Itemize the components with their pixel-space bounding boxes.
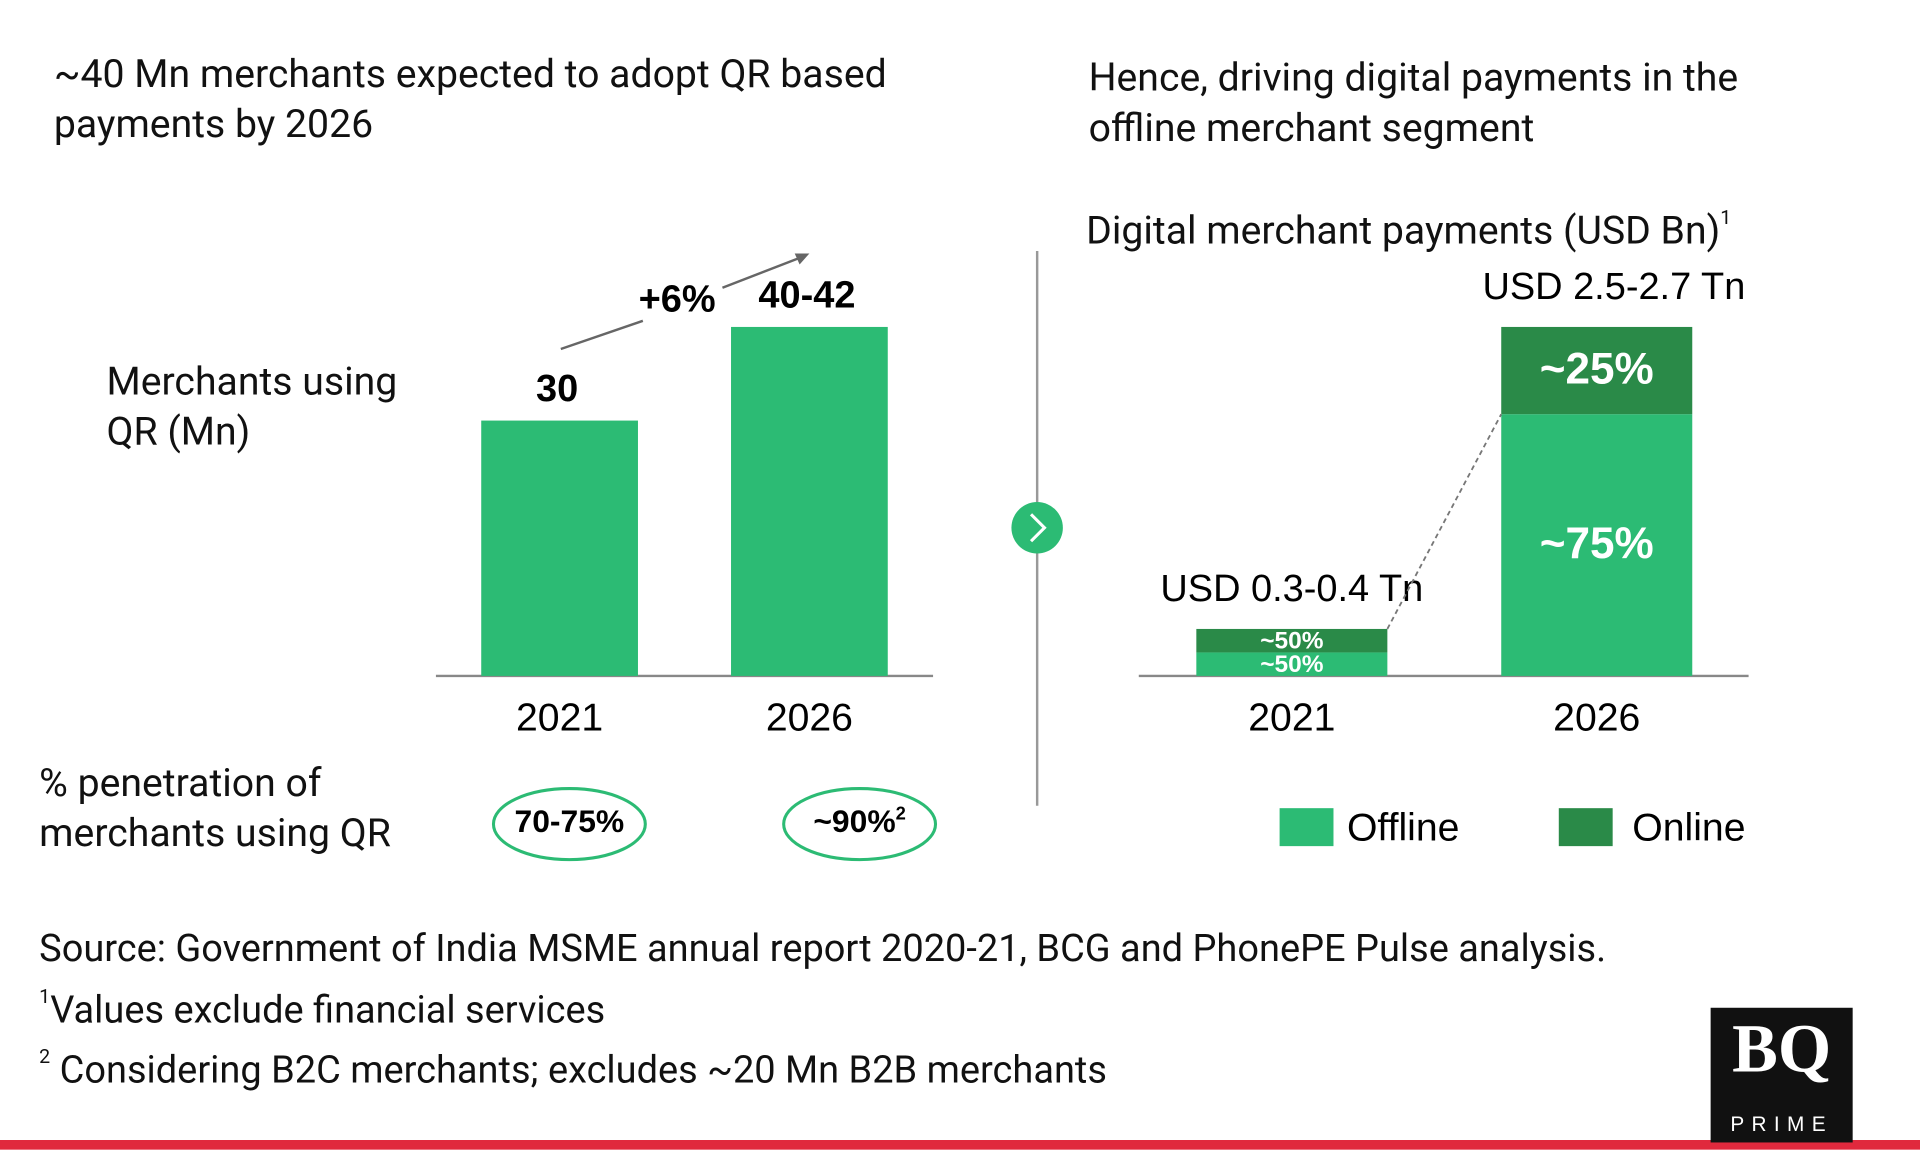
annotation: +6% xyxy=(639,278,716,320)
right-heading: Hence, driving digital payments in the o… xyxy=(1088,53,1739,151)
arrow-circle xyxy=(1011,502,1063,554)
legend-label: Offline xyxy=(1347,807,1460,850)
bottom-bar xyxy=(0,1140,1920,1150)
x-tick-label: 2021 xyxy=(1248,696,1335,739)
penetration-ring xyxy=(491,787,647,862)
axis-label: Merchants using QR (Mn) xyxy=(106,357,398,455)
growth-arrow xyxy=(560,319,644,351)
arrow-head xyxy=(794,253,810,265)
total-label: USD 2.5-2.7 Tn xyxy=(1482,266,1745,308)
footnote-mark: 2 xyxy=(39,1044,51,1068)
segment-label: ~75% xyxy=(1540,519,1654,568)
value-label: 30 xyxy=(536,368,578,410)
x-tick-label: 2026 xyxy=(766,696,853,739)
x-tick-label: 2021 xyxy=(516,696,603,739)
logo-sub: PRIME xyxy=(1730,1113,1833,1136)
penetration-ring xyxy=(782,787,938,862)
segment-label: ~25% xyxy=(1540,344,1654,393)
penetration-text: ~90% xyxy=(813,803,895,839)
title-note: 1 xyxy=(1720,205,1732,229)
bar-segment xyxy=(1501,326,1693,415)
connector xyxy=(1386,413,1503,630)
penetration-text: 70-75% xyxy=(515,803,625,839)
penetration-label: % penetration of merchants using QR xyxy=(39,759,391,856)
chevron xyxy=(1029,513,1047,543)
bar xyxy=(481,420,638,676)
legend-label: Online xyxy=(1632,807,1745,850)
footnote: 1Values exclude financial services xyxy=(39,984,605,1034)
value-label: 40-42 xyxy=(758,275,855,317)
growth-arrow xyxy=(722,257,799,289)
footnote-text: Values exclude financial services xyxy=(50,986,606,1033)
footnote-text: Considering B2C merchants; excludes ~20 … xyxy=(59,1046,1107,1093)
logo-box xyxy=(1710,1007,1853,1143)
penetration-value: 70-75% xyxy=(515,803,625,839)
penetration-note: 2 xyxy=(896,802,906,823)
bar xyxy=(731,326,888,676)
bar-segment xyxy=(1196,628,1388,653)
bar-segment xyxy=(1196,652,1388,676)
chart-title: Digital merchant payments (USD Bn)1 xyxy=(1086,206,1731,256)
penetration-value: ~90%2 xyxy=(813,802,906,839)
logo-main: BQ xyxy=(1732,1010,1831,1086)
source: Source: Government of India MSME annual … xyxy=(39,925,1607,972)
segment-label: ~50% xyxy=(1260,627,1324,654)
total-label: USD 0.3-0.4 Tn xyxy=(1160,568,1423,610)
chart-title-text: Digital merchant payments (USD Bn) xyxy=(1086,206,1721,254)
bar-segment xyxy=(1501,414,1693,676)
footnote: 2 Considering B2C merchants; excludes ~2… xyxy=(39,1044,1107,1094)
segment-label: ~50% xyxy=(1260,651,1324,678)
legend-swatch xyxy=(1558,808,1613,847)
legend-swatch xyxy=(1279,808,1334,847)
left-heading: ~40 Mn merchants expected to adopt QR ba… xyxy=(53,50,887,147)
x-tick-label: 2026 xyxy=(1553,696,1640,739)
footnote-mark: 1 xyxy=(39,984,51,1008)
